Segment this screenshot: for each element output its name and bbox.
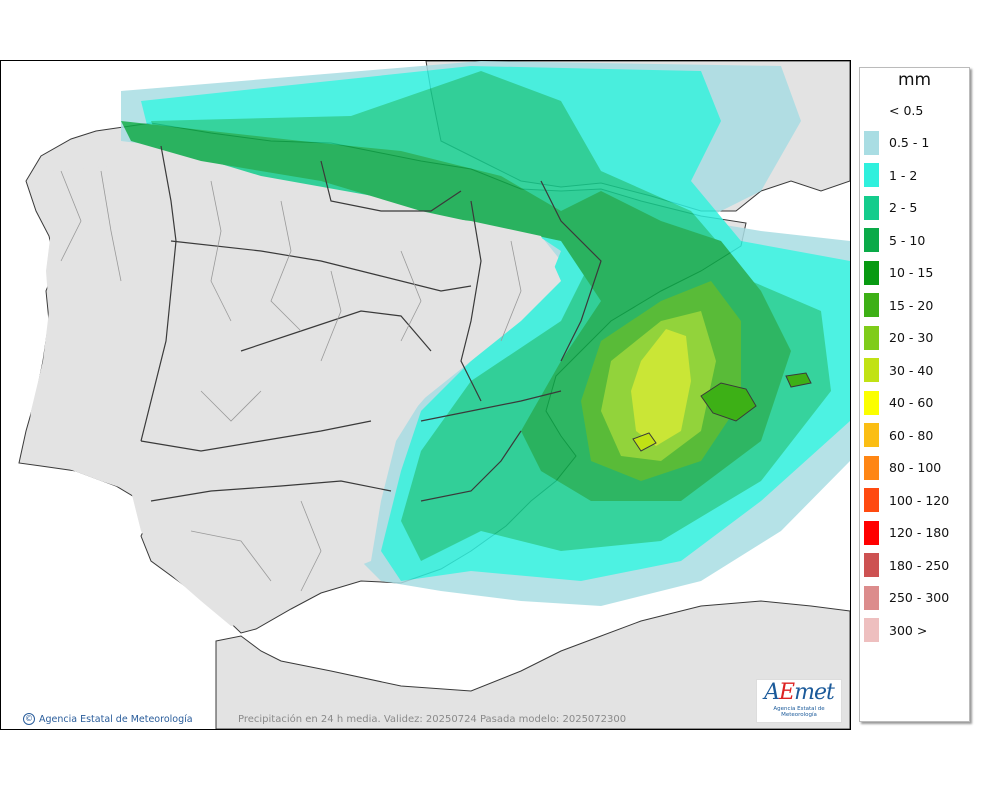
legend-swatch — [864, 455, 879, 480]
legend-label: 40 - 60 — [889, 395, 934, 410]
map-caption: Precipitación en 24 h media. Validez: 20… — [238, 714, 627, 725]
precipitation-overlay — [121, 61, 850, 606]
legend-label: 2 - 5 — [889, 200, 918, 215]
map-canvas — [18, 61, 850, 729]
legend-swatch — [864, 358, 879, 382]
legend-label: 80 - 100 — [889, 460, 942, 475]
legend-swatch — [864, 520, 879, 545]
logo-subtitle: Agencia Estatal de Meteorología — [773, 706, 825, 718]
legend-label: 20 - 30 — [889, 330, 934, 345]
precip-area-30-40 — [631, 329, 691, 446]
legend-label: 15 - 20 — [889, 297, 934, 313]
legend-swatch — [864, 553, 879, 577]
legend-label: 10 - 15 — [889, 265, 934, 280]
legend-item: 120 - 180 — [864, 520, 950, 545]
copyright-icon: © — [23, 713, 35, 725]
legend-label: 120 - 180 — [889, 525, 950, 540]
precipitation-map: © Agencia Estatal de Meteorología Precip… — [0, 60, 851, 730]
legend-item: 300 > — [864, 618, 927, 642]
legend-item: 80 - 100 — [864, 455, 942, 480]
legend-swatch — [864, 260, 879, 285]
province-borders — [60, 170, 522, 592]
legend-label: 5 - 10 — [889, 232, 926, 248]
menorca — [785, 372, 812, 388]
legend-label: 60 - 80 — [889, 427, 934, 443]
legend-swatch — [864, 228, 879, 252]
legend-title: mm — [897, 70, 932, 90]
legend-swatch — [864, 423, 879, 447]
legend-label: < 0.5 — [889, 102, 924, 118]
legend-item: 2 - 5 — [864, 195, 918, 220]
legend-label: 0.5 - 1 — [889, 135, 930, 150]
legend-swatch — [864, 488, 879, 512]
region-borders — [140, 145, 602, 502]
legend-item: 180 - 250 — [864, 553, 949, 577]
logo-wordmark: AEmet — [764, 680, 835, 705]
legend-item: 5 - 10 — [864, 228, 925, 252]
ibiza — [632, 432, 657, 452]
legend-item: 20 - 30 — [864, 325, 934, 350]
precipitation-legend: mm < 0.5 0.5 - 1 1 - 2 2 - 5 5 - 10 10 - 15 15… — [859, 67, 970, 722]
legend-item: 60 - 80 — [864, 423, 933, 447]
copyright-notice: © Agencia Estatal de Meteorología — [23, 713, 193, 725]
legend-label: 300 > — [889, 622, 928, 638]
legend-swatch — [864, 585, 879, 610]
mallorca — [700, 382, 757, 422]
legend-item: 0.5 - 1 — [864, 130, 930, 155]
legend-swatch — [864, 195, 879, 220]
legend-item: 1 - 2 — [864, 163, 917, 187]
legend-label: 180 - 250 — [889, 557, 950, 573]
legend-item: 30 - 40 — [864, 358, 933, 382]
legend-item: 10 - 15 — [864, 260, 934, 285]
legend-swatch — [864, 618, 879, 642]
inland-dry-zone — [26, 166, 561, 626]
legend-label: 250 - 300 — [889, 590, 950, 605]
legend-swatch — [864, 325, 879, 350]
legend-swatch — [864, 163, 879, 187]
legend-swatch — [864, 293, 879, 317]
legend-item: 250 - 300 — [864, 585, 950, 610]
aemet-logo: AEmet Agencia Estatal de Meteorología — [756, 679, 842, 723]
legend-label: 100 - 120 — [889, 492, 950, 508]
legend-item: 40 - 60 — [864, 390, 934, 415]
north-africa-land — [215, 600, 850, 729]
legend-swatch — [864, 98, 879, 122]
legend-item: 15 - 20 — [864, 293, 933, 317]
legend-item: < 0.5 — [864, 98, 923, 122]
copyright-text: Agencia Estatal de Meteorología — [39, 713, 193, 725]
legend-label: 30 - 40 — [889, 362, 934, 378]
legend-swatch — [864, 390, 879, 415]
legend-item: 100 - 120 — [864, 488, 949, 512]
legend-label: 1 - 2 — [889, 167, 918, 183]
legend-swatch — [864, 130, 879, 155]
